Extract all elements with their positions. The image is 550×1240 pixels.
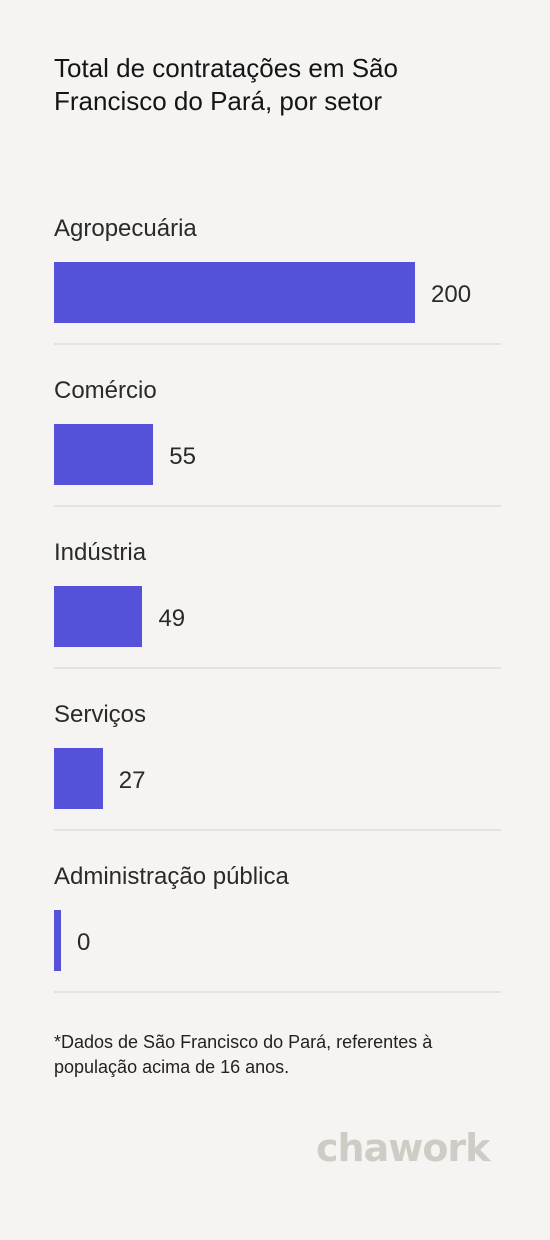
- bar-chart: Agropecuária 200 Comércio 55 Indústria 49 Serv…: [54, 215, 501, 993]
- category-label: Comércio: [54, 377, 157, 404]
- category-label: Agropecuária: [54, 215, 197, 242]
- bar: [54, 910, 61, 971]
- bar: [54, 748, 103, 809]
- footnote: *Dados de São Francisco do Pará, referen…: [54, 1032, 433, 1077]
- row-divider: [54, 991, 501, 993]
- category-label: Serviços: [54, 701, 147, 728]
- chawork-logo: chawork: [316, 1126, 490, 1170]
- category-label: Administração pública: [54, 863, 289, 890]
- value-label: 55: [169, 443, 196, 470]
- row-divider: [54, 667, 501, 669]
- bar: [54, 424, 154, 485]
- bar: [54, 586, 143, 647]
- row-divider: [54, 343, 501, 345]
- category-label: Indústria: [54, 539, 147, 566]
- row-divider: [54, 829, 501, 831]
- value-label: 0: [77, 929, 91, 956]
- bar: [54, 262, 415, 323]
- value-label: 200: [431, 281, 472, 308]
- row-divider: [54, 505, 501, 507]
- chart-title: Total de contratações em São Francisco d…: [54, 53, 398, 116]
- value-label: 27: [118, 767, 146, 794]
- value-label: 49: [158, 605, 186, 632]
